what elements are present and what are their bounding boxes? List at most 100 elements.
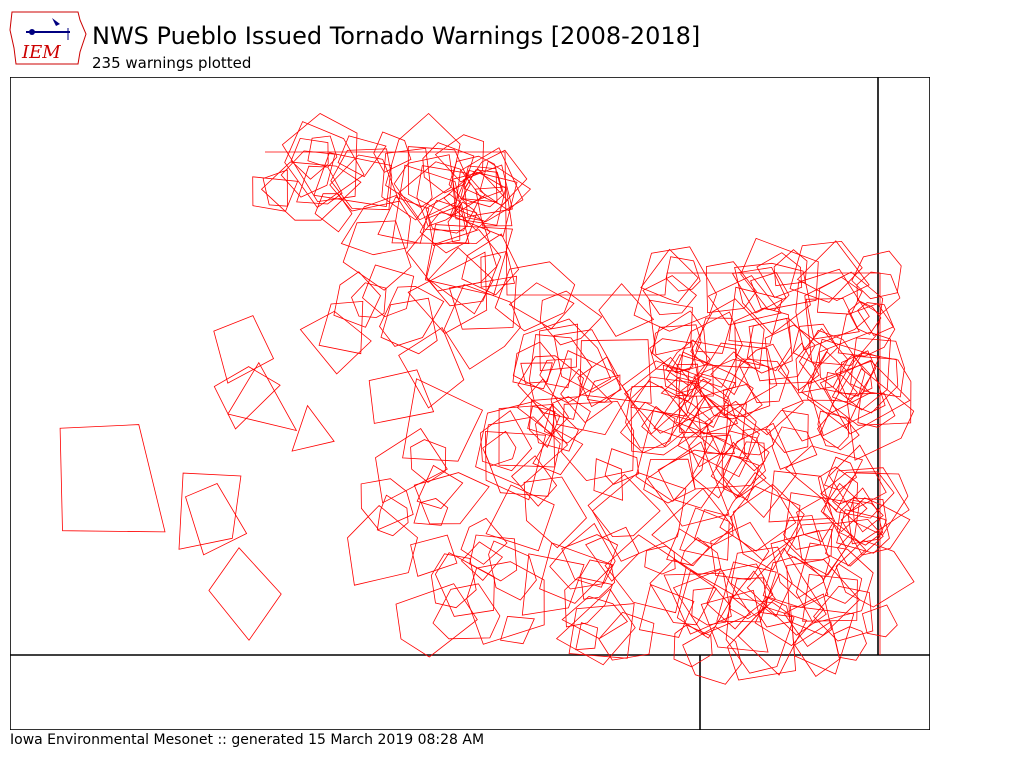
warning-polygon (728, 286, 783, 345)
warning-polygon (393, 154, 457, 221)
warning-polygon (677, 378, 739, 435)
warning-polygon (448, 155, 503, 205)
warning-polygon (795, 327, 849, 394)
warning-polygon (455, 147, 524, 223)
warning-polygon (710, 351, 751, 396)
warning-polygon (651, 324, 702, 371)
warning-polygon (665, 339, 711, 387)
warning-polygon (764, 409, 809, 453)
warning-polygon (484, 416, 561, 497)
warning-polygon (646, 441, 730, 527)
warning-polygon (807, 338, 880, 430)
warning-polygon (208, 547, 282, 641)
warning-polygon (785, 445, 864, 511)
warning-polygons (59, 112, 915, 685)
map-subtitle: 235 warnings plotted (92, 54, 252, 72)
warning-polygon (666, 528, 710, 567)
warning-polygon (795, 542, 874, 624)
warning-polygon (630, 380, 714, 456)
warning-polygon (586, 374, 621, 403)
warning-polygon (413, 472, 490, 525)
warning-polygon (716, 561, 777, 623)
warning-polygon (682, 626, 742, 685)
warning-polygon (786, 522, 847, 576)
warning-polygon (801, 350, 871, 413)
warning-polygon (651, 488, 734, 566)
warning-polygon (185, 482, 248, 556)
warning-polygon (485, 484, 555, 552)
warning-polygon (375, 428, 448, 504)
warning-polygon (694, 342, 778, 416)
warning-polygon (802, 573, 858, 622)
warning-polygon (577, 356, 622, 408)
warning-polygon (823, 456, 857, 491)
state-borders (10, 77, 930, 730)
warning-polygon (722, 422, 797, 519)
warning-polygon (781, 399, 835, 442)
warning-polygon (575, 622, 599, 651)
warning-polygon (640, 248, 699, 304)
warning-polygon (395, 583, 478, 658)
warning-polygon (722, 384, 763, 418)
warning-polygon (368, 369, 435, 424)
warning-polygon (560, 368, 613, 424)
warning-polygon (413, 498, 449, 526)
warning-polygon (794, 621, 840, 677)
warning-polygon (296, 165, 343, 205)
warning-polygon (425, 229, 502, 307)
warning-polygon (836, 487, 884, 546)
warning-polygon (362, 264, 415, 318)
warning-polygon (539, 358, 572, 389)
warning-polygon (676, 569, 735, 639)
warning-polygon (512, 318, 612, 404)
warning-polygon (825, 518, 884, 567)
warning-polygon (690, 298, 765, 369)
warning-polygon (281, 113, 358, 203)
warning-polygon (422, 142, 475, 194)
warning-polygon (771, 426, 818, 470)
warning-polygon (178, 472, 242, 550)
warning-polygon (820, 482, 868, 533)
warning-polygon (410, 534, 458, 577)
warning-polygon (532, 428, 584, 476)
warning-polygon (360, 478, 414, 530)
warning-polygon (539, 323, 579, 372)
warning-polygon (410, 439, 447, 483)
warning-polygon (443, 168, 509, 231)
warning-polygon (550, 350, 629, 436)
cwa-outline (265, 151, 881, 655)
warning-polygon (430, 553, 477, 609)
warning-polygon (817, 466, 859, 505)
warning-polygon (824, 372, 858, 403)
warning-polygon (553, 329, 619, 393)
warning-polygon (707, 275, 783, 326)
warning-polygon (482, 430, 517, 467)
warning-polygon (663, 572, 732, 635)
warning-polygon (706, 563, 774, 630)
warning-polygon (452, 172, 507, 226)
warning-polygon (561, 401, 635, 482)
warning-polygon (580, 559, 616, 600)
warning-polygon (834, 354, 873, 401)
warning-polygon (695, 317, 733, 354)
warning-polygon (619, 401, 676, 454)
warning-polygon (783, 593, 833, 648)
warning-polygon (746, 317, 792, 372)
warning-polygon (816, 276, 863, 315)
logo-text: IEM (21, 42, 61, 63)
warning-polygon (460, 517, 508, 565)
warning-polygon (796, 496, 835, 542)
warning-polygon (836, 509, 890, 554)
warning-polygon (568, 603, 635, 659)
warning-polygon (291, 404, 335, 452)
warning-polygon (704, 400, 757, 460)
warning-polygon (517, 355, 584, 420)
warning-polygon (792, 323, 839, 367)
warning-polygon (649, 558, 717, 626)
warning-polygon (535, 404, 579, 452)
warning-polygon (598, 283, 655, 337)
warning-polygon (731, 266, 787, 314)
warning-polygon (449, 169, 518, 237)
warning-polygon (837, 303, 896, 357)
warning-polygon (402, 378, 484, 462)
